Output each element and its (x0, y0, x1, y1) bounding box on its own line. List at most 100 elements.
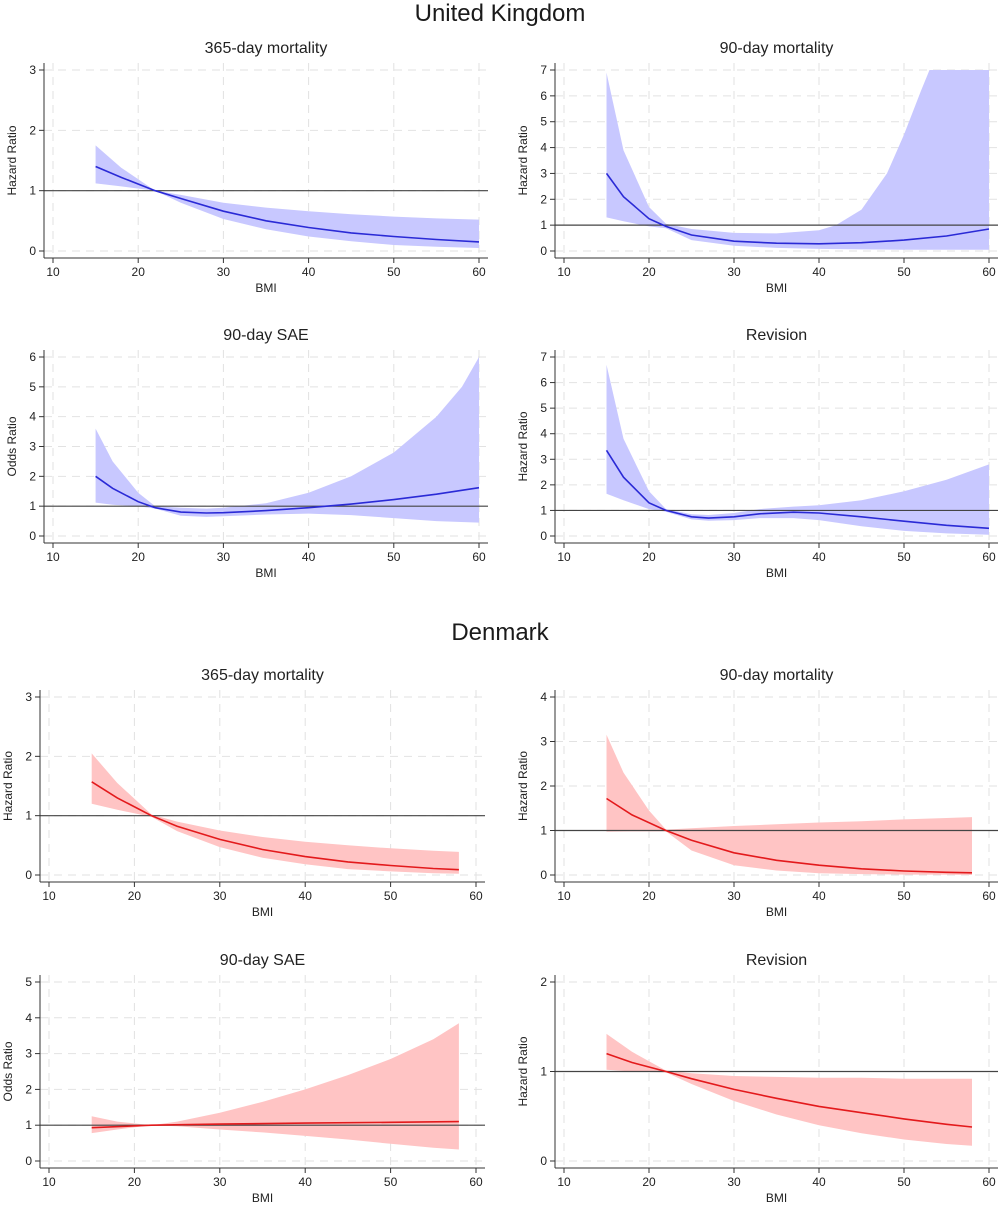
chart-title: 90-day mortality (720, 40, 834, 57)
y-tick-label: 1 (540, 824, 547, 838)
x-axis-label: BMI (255, 566, 276, 580)
chart-panel-2: 10 20 30 40 50 60 0 1 2 3 4 5 6 7 90-day mortality BMI H… (516, 40, 998, 295)
x-tick-label: 10 (557, 889, 571, 903)
confidence-band (606, 734, 972, 875)
y-tick-label: 1 (540, 503, 547, 517)
confidence-band (606, 1033, 972, 1146)
y-tick-label: 5 (540, 115, 547, 129)
y-tick-label: 3 (25, 1047, 32, 1061)
chart-title: 90-day SAE (220, 952, 305, 969)
section-title-denmark: Denmark (451, 619, 549, 646)
estimate-line (605, 449, 990, 530)
y-axis-label: Hazard Ratio (516, 751, 530, 821)
y-axis-label: Odds Ratio (1, 1041, 15, 1101)
y-tick-label: 2 (540, 478, 547, 492)
y-tick-label: 1 (25, 809, 32, 823)
x-tick-label: 30 (727, 889, 741, 903)
x-tick-label: 40 (302, 265, 316, 279)
y-tick-label: 4 (540, 427, 547, 441)
y-tick-label: 1 (29, 499, 36, 513)
confidence-band (91, 1023, 459, 1150)
x-tick-label: 10 (42, 889, 56, 903)
x-tick-label: 60 (982, 1175, 996, 1189)
y-tick-label: 2 (540, 192, 547, 206)
x-tick-label: 10 (557, 550, 571, 564)
x-tick-label: 20 (132, 265, 146, 279)
chart-title: 365-day mortality (201, 667, 324, 684)
x-tick-label: 60 (469, 1175, 483, 1189)
x-tick-label: 10 (557, 265, 571, 279)
y-tick-label: 5 (25, 975, 32, 989)
x-tick-label: 50 (384, 1175, 398, 1189)
x-axis-label: BMI (252, 905, 273, 919)
y-axis-label: Hazard Ratio (516, 411, 530, 481)
estimate-line (606, 797, 973, 874)
y-tick-label: 4 (25, 1011, 32, 1025)
y-tick-label: 5 (29, 380, 36, 394)
x-tick-label: 50 (384, 889, 398, 903)
x-axis-label: BMI (766, 1191, 787, 1205)
x-tick-label: 60 (982, 889, 996, 903)
y-tick-label: 1 (25, 1118, 32, 1132)
x-tick-label: 60 (469, 889, 483, 903)
y-axis-label: Hazard Ratio (516, 1036, 530, 1106)
y-tick-label: 3 (540, 166, 547, 180)
y-tick-label: 6 (540, 376, 547, 390)
confidence-band (606, 364, 989, 535)
x-tick-label: 10 (42, 1175, 56, 1189)
x-tick-label: 30 (727, 550, 741, 564)
x-tick-label: 20 (132, 550, 146, 564)
estimate-line (91, 781, 459, 871)
y-tick-label: 2 (540, 975, 547, 989)
confidence-band (95, 145, 479, 248)
x-tick-label: 50 (387, 550, 401, 564)
x-tick-label: 50 (897, 1175, 911, 1189)
x-tick-label: 30 (213, 1175, 227, 1189)
estimate-line (95, 165, 480, 243)
y-tick-label: 0 (540, 244, 547, 258)
estimate-line (91, 1120, 459, 1129)
x-tick-label: 20 (128, 889, 142, 903)
chart-panel-6: 10 20 30 40 50 60 0 1 2 3 4 90-day mortality BMI Haza… (516, 667, 998, 919)
x-tick-label: 10 (46, 550, 60, 564)
y-tick-label: 1 (540, 1065, 547, 1079)
x-tick-label: 60 (982, 265, 996, 279)
x-tick-label: 20 (642, 265, 656, 279)
x-tick-label: 50 (897, 550, 911, 564)
x-tick-label: 40 (812, 1175, 826, 1189)
y-tick-label: 3 (540, 735, 547, 749)
estimate-line (95, 475, 480, 514)
x-tick-label: 30 (727, 265, 741, 279)
x-tick-label: 60 (982, 550, 996, 564)
x-tick-label: 20 (642, 889, 656, 903)
y-tick-label: 2 (25, 1082, 32, 1096)
x-tick-label: 40 (812, 550, 826, 564)
y-tick-label: 7 (540, 63, 547, 77)
x-tick-label: 30 (217, 550, 231, 564)
y-tick-label: 6 (29, 350, 36, 364)
x-tick-label: 20 (128, 1175, 142, 1189)
y-tick-label: 0 (29, 244, 36, 258)
chart-title: Revision (746, 952, 807, 969)
chart-panel-8: 10 20 30 40 50 60 0 1 2 Revision BMI Hazard Ratio (516, 952, 998, 1205)
section-title-uk: United Kingdom (414, 0, 586, 27)
confidence-band (95, 357, 479, 523)
x-axis-label: BMI (766, 281, 787, 295)
chart-panel-7: 10 20 30 40 50 60 0 1 2 3 4 5 90-day SAE BMI Odds Rati… (1, 952, 485, 1205)
y-axis-label: Hazard Ratio (5, 125, 19, 195)
y-tick-label: 3 (25, 690, 32, 704)
x-tick-label: 20 (642, 550, 656, 564)
x-tick-label: 40 (302, 550, 316, 564)
chart-title: Revision (746, 327, 807, 344)
x-tick-label: 50 (897, 265, 911, 279)
chart-title: 90-day SAE (223, 327, 308, 344)
x-tick-label: 30 (213, 889, 227, 903)
y-tick-label: 2 (540, 779, 547, 793)
x-tick-label: 50 (387, 265, 401, 279)
x-tick-label: 40 (299, 889, 313, 903)
y-axis-label: Odds Ratio (5, 416, 19, 476)
y-tick-label: 3 (29, 440, 36, 454)
y-tick-label: 0 (25, 1154, 32, 1168)
y-tick-label: 3 (29, 63, 36, 77)
